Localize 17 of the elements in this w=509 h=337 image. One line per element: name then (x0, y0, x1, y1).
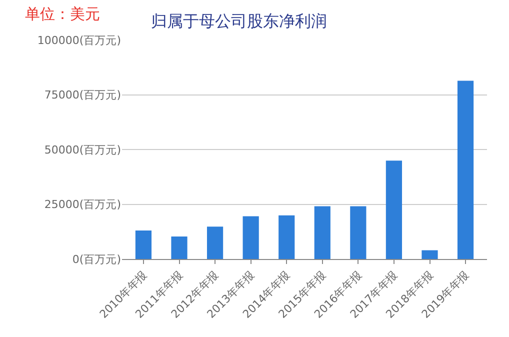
bar (278, 215, 295, 259)
chart-title: 归属于母公司股东净利润 (151, 11, 328, 30)
bar (314, 206, 330, 259)
y-tick-label: 25000(百万元) (44, 198, 121, 212)
bar (171, 236, 188, 259)
bar (457, 80, 474, 259)
bar (206, 226, 224, 259)
bar (350, 206, 366, 259)
y-tick-label: 75000(百万元) (44, 88, 121, 102)
y-tick-label: 100000(百万元) (37, 34, 121, 47)
bar (386, 160, 402, 259)
bar (135, 230, 152, 259)
text: 单位：美元 (25, 5, 100, 23)
bar (242, 216, 259, 259)
y-tick-label: 0(百万元) (72, 252, 121, 266)
bar (422, 250, 438, 259)
y-tick-label: 50000(百万元) (44, 143, 121, 156)
